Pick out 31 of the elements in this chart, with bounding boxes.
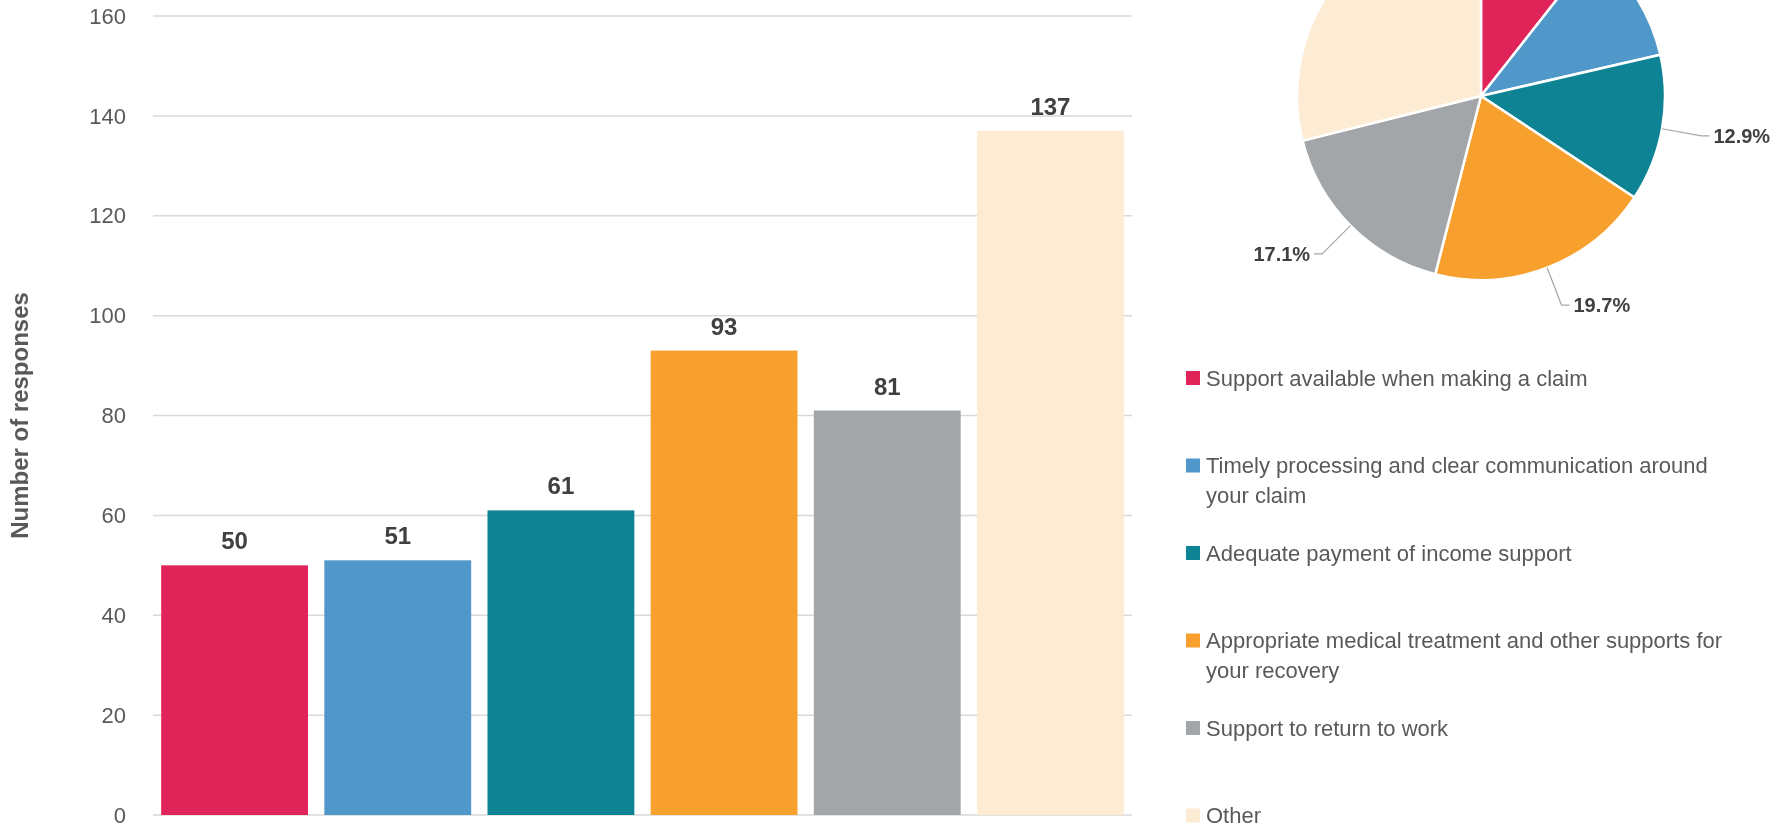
y-axis-title: Number of responses bbox=[6, 292, 33, 539]
y-tick-label: 100 bbox=[89, 303, 126, 329]
legend-label: Other bbox=[1206, 803, 1262, 829]
bar bbox=[976, 130, 1124, 815]
y-tick-label: 20 bbox=[101, 702, 126, 728]
legend-label: Support to return to work bbox=[1206, 715, 1450, 741]
bar bbox=[813, 410, 961, 815]
legend-label: Appropriate medical treatment and other supports for your recovery bbox=[1206, 628, 1723, 683]
legend-label: Timely processing and clear communication around your claim bbox=[1206, 453, 1708, 508]
data-label: 93 bbox=[710, 312, 738, 340]
data-label: 12.9% bbox=[1713, 124, 1771, 147]
data-label: 51 bbox=[384, 522, 412, 550]
data-label: 81 bbox=[873, 372, 901, 400]
bar bbox=[650, 350, 798, 815]
legend-label: Adequate payment of income support bbox=[1206, 540, 1572, 566]
y-tick-label: 160 bbox=[89, 3, 126, 29]
y-tick-label: 60 bbox=[101, 503, 126, 529]
y-tick-label: 140 bbox=[89, 103, 126, 129]
legend-label: Support available when making a claim bbox=[1206, 365, 1588, 391]
y-tick-label: 0 bbox=[113, 802, 126, 828]
bar bbox=[161, 565, 309, 815]
data-label: 50 bbox=[221, 527, 248, 555]
y-tick-label: 40 bbox=[101, 602, 126, 628]
data-label: 137 bbox=[1030, 92, 1071, 120]
bar bbox=[487, 510, 635, 815]
data-label: 19.7% bbox=[1573, 294, 1631, 317]
data-label: 17.1% bbox=[1253, 242, 1311, 265]
bar bbox=[324, 560, 472, 815]
y-tick-label: 80 bbox=[101, 403, 126, 429]
y-tick-label: 120 bbox=[89, 203, 126, 229]
data-label: 61 bbox=[547, 472, 575, 500]
